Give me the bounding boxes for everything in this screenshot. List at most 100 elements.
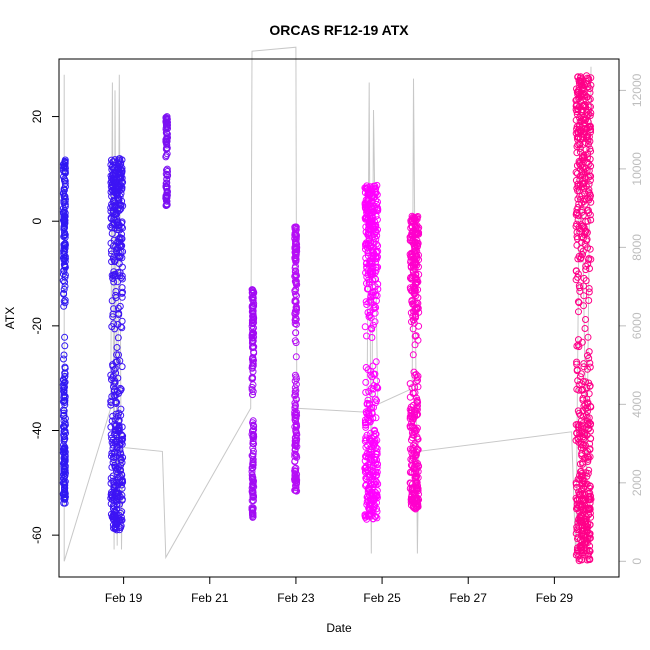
data-point — [580, 498, 588, 506]
data-point — [368, 197, 376, 205]
data-point — [409, 503, 417, 511]
data-point — [249, 312, 257, 320]
data-point — [584, 535, 592, 543]
data-point — [248, 355, 256, 363]
data-point — [109, 313, 117, 321]
data-point — [108, 230, 116, 237]
data-point — [407, 263, 415, 271]
data-point — [107, 474, 115, 482]
data-point — [415, 322, 423, 330]
data-point — [115, 311, 123, 319]
data-point — [110, 179, 118, 187]
data-point — [162, 180, 170, 188]
data-point — [407, 257, 415, 265]
data-point — [110, 196, 118, 204]
series-rf16 — [291, 223, 301, 495]
data-point — [363, 400, 371, 408]
data-point — [371, 439, 379, 447]
data-point — [364, 441, 372, 449]
data-point — [367, 292, 375, 300]
data-point — [293, 453, 301, 461]
data-point — [293, 411, 301, 419]
data-point — [364, 488, 372, 496]
data-point — [114, 412, 122, 420]
data-point — [61, 493, 69, 501]
data-point — [110, 158, 118, 166]
data-point — [249, 478, 257, 486]
data-point — [60, 222, 68, 229]
y-right-tick-label: 2000 — [630, 469, 644, 496]
data-point — [573, 209, 580, 217]
data-point — [575, 88, 583, 96]
data-point — [248, 373, 256, 381]
data-point — [412, 371, 420, 378]
data-point — [361, 323, 369, 331]
data-point — [117, 466, 125, 474]
data-point — [292, 224, 300, 232]
data-point — [406, 380, 414, 388]
data-point — [573, 358, 581, 366]
data-point — [107, 179, 115, 186]
data-point — [581, 490, 589, 498]
data-point — [367, 480, 375, 488]
data-point — [373, 397, 380, 405]
data-point — [118, 484, 126, 492]
data-point — [371, 283, 379, 291]
data-point — [415, 224, 423, 232]
data-point — [162, 192, 170, 200]
x-tick-label: Feb 21 — [191, 591, 229, 605]
data-point — [249, 296, 257, 304]
data-point — [250, 422, 258, 430]
data-point — [249, 362, 257, 370]
data-point — [116, 253, 124, 261]
data-point — [109, 172, 117, 180]
data-point — [370, 207, 378, 215]
data-point — [117, 522, 125, 530]
data-point — [572, 106, 580, 114]
data-point — [363, 450, 371, 458]
series-rf12 — [59, 156, 69, 507]
y-right-tick-label: 10000 — [630, 152, 644, 186]
data-point — [582, 164, 590, 172]
data-point — [407, 218, 415, 226]
data-point — [581, 501, 589, 509]
data-point — [113, 344, 121, 351]
data-point — [115, 235, 123, 243]
data-point — [584, 333, 592, 341]
data-point — [60, 302, 68, 310]
data-point — [412, 476, 420, 484]
data-point — [578, 386, 585, 394]
data-point — [61, 180, 69, 187]
data-point — [293, 409, 300, 416]
data-point — [369, 505, 377, 513]
y-tick-label: -20 — [30, 317, 44, 335]
data-point — [61, 473, 68, 481]
data-point — [291, 477, 299, 485]
data-point — [113, 215, 121, 223]
data-point — [109, 362, 117, 370]
data-point — [61, 370, 69, 378]
data-point — [248, 317, 256, 325]
data-point — [369, 321, 377, 329]
data-point — [61, 258, 69, 265]
data-point — [576, 158, 584, 166]
data-point — [163, 165, 171, 173]
data-point — [248, 383, 256, 391]
data-point — [249, 440, 257, 448]
data-point — [586, 521, 594, 529]
chart-title: ORCAS RF12-19 ATX — [269, 22, 409, 38]
data-point — [585, 348, 593, 356]
altitude-layer — [63, 46, 592, 562]
data-point — [409, 252, 417, 260]
data-point — [249, 433, 257, 441]
data-point — [579, 212, 587, 219]
data-point — [60, 209, 67, 217]
data-point — [112, 400, 120, 407]
data-point — [585, 492, 593, 500]
data-point — [369, 385, 377, 393]
data-point — [585, 209, 593, 217]
data-point — [586, 483, 594, 490]
data-point — [578, 168, 586, 176]
data-point — [117, 405, 125, 413]
data-point — [291, 377, 299, 385]
